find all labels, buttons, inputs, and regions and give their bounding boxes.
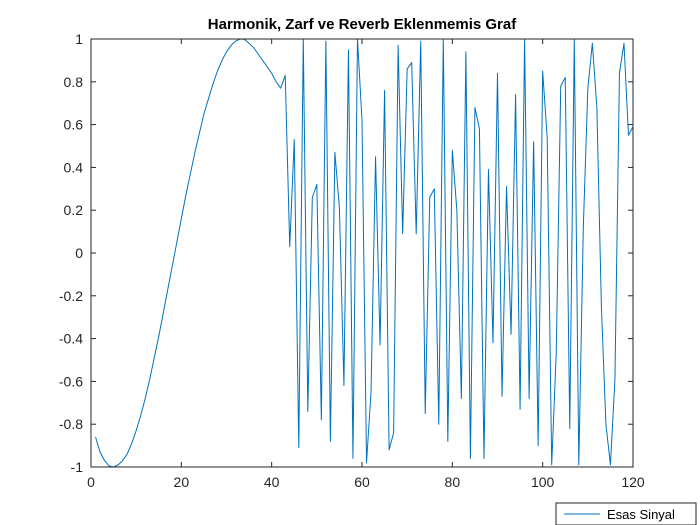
- x-tick-label: 100: [531, 474, 555, 490]
- legend[interactable]: Esas Sinyal: [555, 502, 697, 525]
- chart-title: Harmonik, Zarf ve Reverb Eklenmemis Graf: [208, 16, 517, 33]
- y-tick-label: 0.6: [64, 117, 84, 133]
- y-tick-label: -0.6: [59, 373, 83, 389]
- x-tick-label: 0: [87, 474, 95, 490]
- series-layer: [95, 38, 634, 468]
- series-line-esas-sinyal: [95, 38, 634, 468]
- y-tick-label: 0: [75, 245, 83, 261]
- x-tick-label: 60: [354, 474, 370, 490]
- y-tick-label: 0.8: [64, 74, 84, 90]
- plot-area: [91, 39, 633, 467]
- y-tick-label: -0.4: [59, 331, 83, 347]
- y-axis: -1 -0.8 -0.6 -0.4 -0.2 0 0.2 0.4 0.6 0.8 1: [59, 31, 633, 475]
- y-tick-label: 0.4: [64, 159, 84, 175]
- x-tick-label: 80: [445, 474, 461, 490]
- x-tick-label: 120: [621, 474, 645, 490]
- legend-series-label: Esas Sinyal: [607, 507, 675, 522]
- x-tick-label: 40: [264, 474, 280, 490]
- y-tick-label: -0.2: [59, 288, 83, 304]
- y-tick-label: -0.8: [59, 416, 83, 432]
- x-tick-label: 20: [174, 474, 190, 490]
- x-axis: 0 20 40 60 80 100 120: [87, 39, 645, 490]
- y-tick-label: -1: [71, 459, 84, 475]
- y-tick-label: 0.2: [64, 202, 84, 218]
- legend-box: [555, 502, 697, 525]
- y-tick-label: 1: [75, 31, 83, 47]
